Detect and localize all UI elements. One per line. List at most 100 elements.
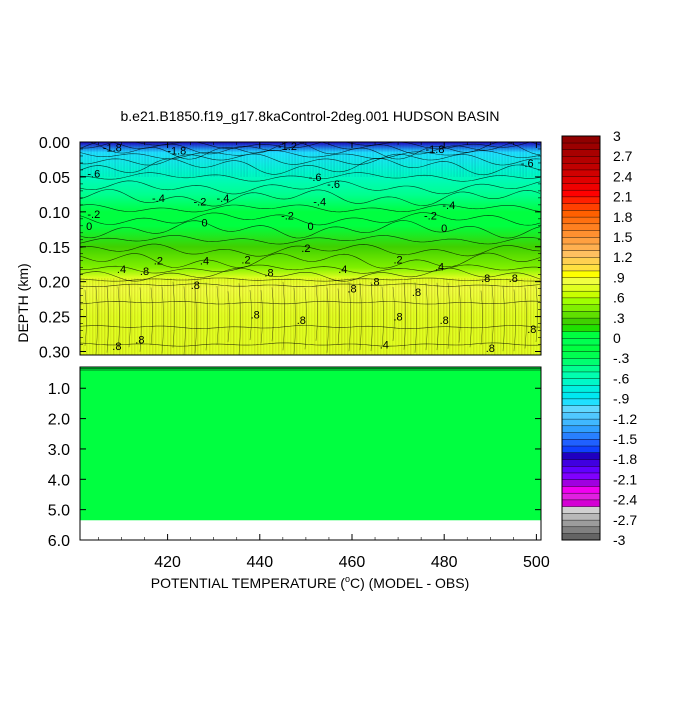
chart-title: b.e21.B1850.f19_g17.8kaControl-2deg.001 … [120,108,499,124]
contour-label: -1.8 [103,143,122,155]
colorbar-box [561,290,601,299]
y-tick-label: 5.0 [48,503,70,520]
y-tick-label: 0.10 [39,205,70,222]
upper-panel-frame [79,141,542,356]
colorbar-box [561,310,601,319]
contour-label: .2 [301,243,310,255]
colorbar-box [561,176,601,184]
upper-panel-field [80,142,541,355]
colorbar-box [561,411,601,420]
upper-panel-variability [80,142,541,355]
contour-label: .8 [191,280,200,292]
lower-y-axis: 1.0 2.0 3.0 4.0 5.0 6.0 [48,381,541,550]
colorbar-box [561,351,601,359]
colorbar [561,135,601,541]
contour-label: -.6 [309,172,322,184]
colorbar-box [561,230,601,238]
upper-depth-panel: -1.8 -1.2-1.8 -1.8-.6 -.6-.6-.6-.4 -.2 -.4 -.4… [39,135,542,362]
contour-label: -.4 [313,196,326,208]
colorbar-tick-label: -2.7 [613,512,637,528]
colorbar-box [561,479,601,487]
colorbar-box [561,162,601,171]
colorbar-tick-label: 3 [613,128,621,144]
contour-label: .8 [347,284,356,296]
colorbar-box [561,526,601,534]
colorbar-tick-label: -1.8 [613,451,637,467]
y-tick-label: 0.20 [39,275,70,292]
colorbar-tick-label: -.6 [613,370,630,386]
colorbar-tick-labels: 3 2.7 2.4 2.1 1.8 1.5 1.2 .9 .6 .3 0 -.3 -.6 -.9 -1.2 -… [613,128,637,548]
y-tick-label: 0.05 [39,170,70,187]
colorbar-box [561,472,601,480]
colorbar-box [561,196,601,204]
colorbar-tick-label: 1.5 [613,229,633,245]
contour-label: .8 [370,277,379,289]
upper-y-axis: 0.00 0.05 0.10 0.15 0.20 0.25 0.30 [39,135,541,362]
contour-label: .8 [486,343,495,355]
contour-label: -.4 [442,200,455,212]
colorbar-tick-label: .3 [613,310,625,326]
colorbar-tick-label: -2.4 [613,492,637,508]
colorbar-box [561,331,601,339]
colorbar-tick-label: -2.1 [613,471,637,487]
contour-label: .2 [241,254,250,266]
colorbar-box [561,499,601,507]
colorbar-tick-label: -3 [613,532,626,548]
colorbar-box [561,317,601,326]
colorbar-tick-label: 2.4 [613,168,633,184]
contour-label: .4 [435,261,444,273]
colorbar-box [561,223,601,231]
colorbar-box [561,445,601,453]
y-tick-label: 0.15 [39,240,70,257]
colorbar-box [561,169,601,177]
y-tick-label: 0.30 [39,345,70,362]
contour-label: -1.8 [167,145,186,157]
colorbar-box [561,337,601,346]
contour-label: .8 [135,335,144,347]
contour-label: -.6 [521,158,534,170]
contour-label: .2 [394,254,403,266]
colorbar-tick-label: -1.2 [613,411,637,427]
contour-label: 0 [441,223,447,235]
y-tick-label: 0.00 [39,135,70,152]
contour-label: .4 [380,340,389,352]
x-axis-label: POTENTIAL TEMPERATURE (oC) (MODEL - OBS) [151,574,470,591]
y-tick-label: 3.0 [48,442,70,459]
colorbar-box [561,344,601,352]
contour-label: .2 [154,256,163,268]
lower-panel-field [80,367,541,521]
contour-label: .8 [527,324,536,336]
colorbar-box [561,209,601,218]
colorbar-box [561,236,601,245]
colorbar-box [561,371,601,379]
colorbar-box [561,405,601,413]
contour-label: -1.8 [426,144,445,156]
contour-label: .8 [140,266,149,278]
colorbar-box [561,465,601,474]
colorbar-box [561,506,601,514]
colorbar-tick-label: -.3 [613,350,630,366]
contour-label: -.2 [193,196,206,208]
contour-label: .8 [481,273,490,285]
upper-panel-contour-labels: -1.8 -1.2-1.8 -1.8-.6 -.6-.6-.6-.4 -.2 -.4 -.4… [86,141,536,355]
y-tick-label: 4.0 [48,472,70,489]
colorbar-box [561,533,601,541]
colorbar-box [561,324,601,332]
colorbar-box [561,297,601,305]
colorbar-box [561,277,601,285]
contour-label: -.6 [327,179,340,191]
y-tick-label: 2.0 [48,412,70,429]
colorbar-box [561,425,601,433]
colorbar-tick-label: 0 [613,330,621,346]
contour-label: .8 [297,315,306,327]
y-tick-label: 0.25 [39,310,70,327]
colorbar-tick-label: 2.7 [613,148,633,164]
contour-label: .4 [200,256,209,268]
colorbar-box [561,203,601,211]
colorbar-box [561,304,601,312]
x-tick-label: 500 [523,554,550,571]
colorbar-box [561,519,601,528]
y-axis-label: DEPTH (km) [15,263,31,342]
